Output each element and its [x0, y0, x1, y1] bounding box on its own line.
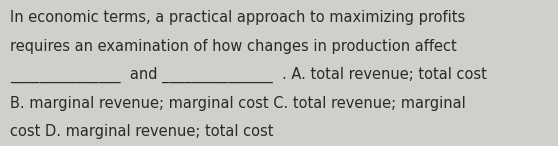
Text: _______________  and _______________  . A. total revenue; total cost: _______________ and _______________ . A.…: [10, 67, 487, 83]
Text: cost D. marginal revenue; total cost: cost D. marginal revenue; total cost: [10, 124, 273, 139]
Text: In economic terms, a practical approach to maximizing profits: In economic terms, a practical approach …: [10, 10, 465, 25]
Text: B. marginal revenue; marginal cost C. total revenue; marginal: B. marginal revenue; marginal cost C. to…: [10, 96, 466, 111]
Text: requires an examination of how changes in production affect: requires an examination of how changes i…: [10, 39, 457, 54]
